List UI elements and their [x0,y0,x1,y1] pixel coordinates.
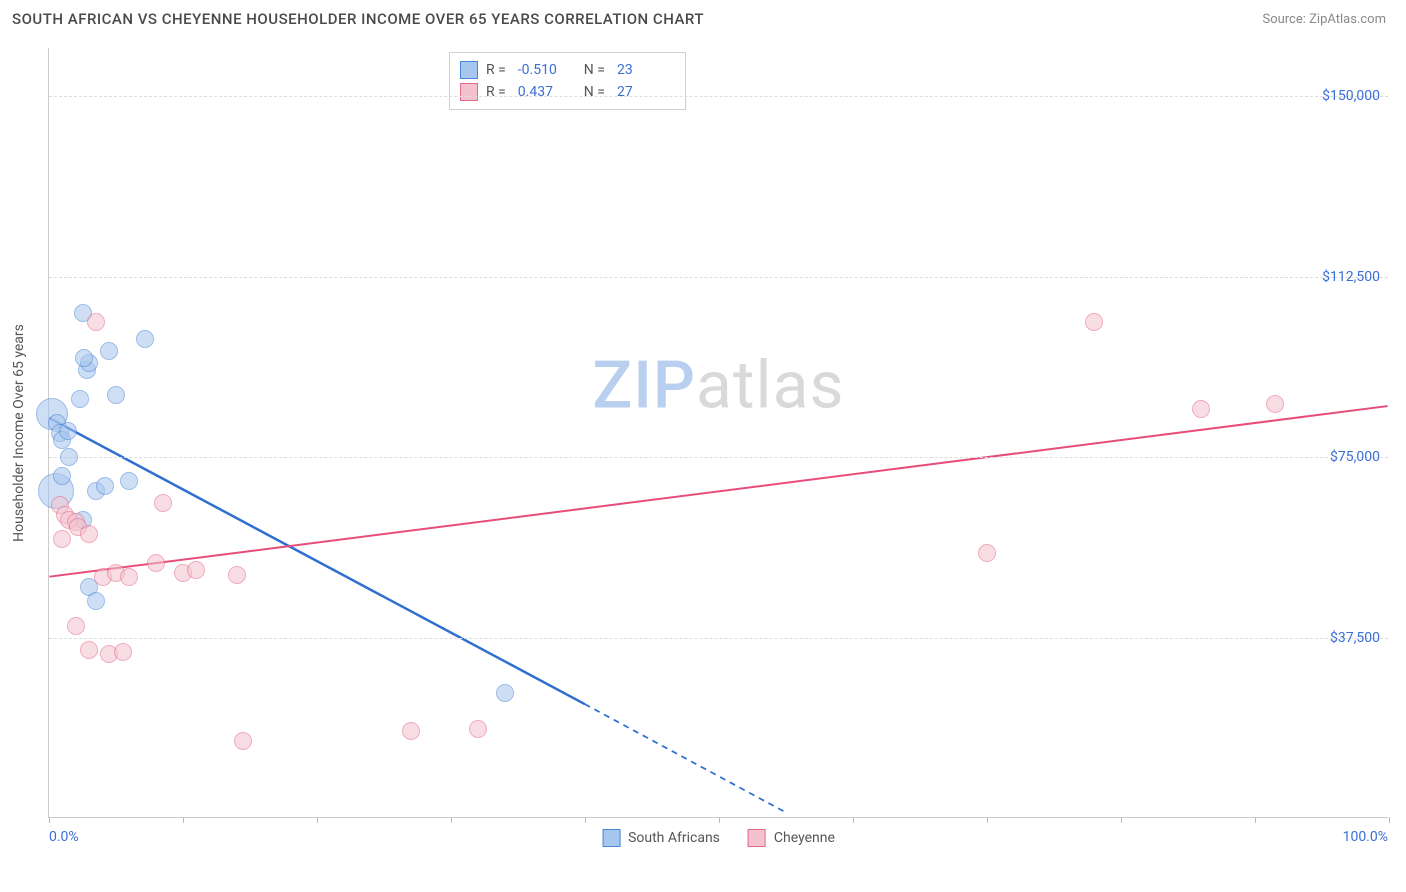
point-south-africans [60,448,78,466]
point-south-africans [53,467,71,485]
swatch-south-africans [460,61,478,79]
chart-plot-area: Householder Income Over 65 years R = -0.… [48,48,1388,818]
point-cheyenne [147,554,165,572]
x-tick [719,817,720,823]
x-tick [853,817,854,823]
x-tick [317,817,318,823]
watermark: ZIPatlas [592,348,844,425]
value-r-ch: 0.437 [518,84,566,100]
point-cheyenne [469,720,487,738]
point-south-africans [71,390,89,408]
series-legend: South Africans Cheyenne [602,829,835,847]
legend-item-sa: South Africans [602,829,720,847]
point-cheyenne [80,525,98,543]
point-cheyenne [120,568,138,586]
value-r-sa: -0.510 [518,62,566,78]
point-cheyenne [1192,400,1210,418]
gridline [49,638,1388,639]
legend-item-ch: Cheyenne [748,829,835,847]
gridline [49,96,1388,97]
x-tick [1389,817,1390,823]
point-cheyenne [228,566,246,584]
correlation-legend: R = -0.510 N = 23 R = 0.437 N = 27 [449,52,686,110]
watermark-suffix: atlas [696,348,845,425]
x-tick [183,817,184,823]
point-cheyenne [114,643,132,661]
y-tick-label: $75,000 [1330,449,1380,465]
y-tick-label: $150,000 [1322,88,1380,104]
gridline [49,457,1388,458]
chart-header: SOUTH AFRICAN VS CHEYENNE HOUSEHOLDER IN… [0,0,1406,34]
y-tick-label: $37,500 [1330,630,1380,646]
swatch-cheyenne [748,829,766,847]
legend-label-sa: South Africans [628,830,720,846]
y-axis-title: Householder Income Over 65 years [11,324,27,542]
point-south-africans [107,386,125,404]
point-cheyenne [154,494,172,512]
point-south-africans [120,472,138,490]
point-south-africans [496,684,514,702]
point-cheyenne [53,530,71,548]
x-tick [585,817,586,823]
x-axis-min-label: 0.0% [49,829,79,845]
point-cheyenne [87,313,105,331]
swatch-cheyenne [460,83,478,101]
point-cheyenne [67,617,85,635]
gridline [49,277,1388,278]
label-n: N = [584,84,605,100]
point-cheyenne [1266,395,1284,413]
x-tick [1255,817,1256,823]
point-south-africans [75,349,93,367]
legend-row-sa: R = -0.510 N = 23 [460,59,675,81]
point-south-africans [100,342,118,360]
x-tick [1121,817,1122,823]
point-south-africans [59,422,77,440]
chart-source: Source: ZipAtlas.com [1262,12,1386,27]
watermark-prefix: ZIP [592,348,696,425]
point-cheyenne [402,722,420,740]
point-cheyenne [187,561,205,579]
value-n-ch: 27 [617,84,665,100]
chart-title: SOUTH AFRICAN VS CHEYENNE HOUSEHOLDER IN… [12,10,704,28]
swatch-south-africans [602,829,620,847]
point-cheyenne [1085,313,1103,331]
x-tick [987,817,988,823]
x-axis-max-label: 100.0% [1343,829,1388,845]
y-tick-label: $112,500 [1322,269,1380,285]
point-cheyenne [80,641,98,659]
regression-lines [49,48,1388,817]
label-r: R = [486,84,506,100]
point-south-africans [87,592,105,610]
point-cheyenne [234,732,252,750]
x-tick [49,817,50,823]
label-r: R = [486,62,506,78]
legend-row-ch: R = 0.437 N = 27 [460,81,675,103]
point-south-africans [96,477,114,495]
x-tick [451,817,452,823]
legend-label-ch: Cheyenne [774,830,835,846]
point-south-africans [136,330,154,348]
value-n-sa: 23 [617,62,665,78]
label-n: N = [584,62,605,78]
point-cheyenne [978,544,996,562]
